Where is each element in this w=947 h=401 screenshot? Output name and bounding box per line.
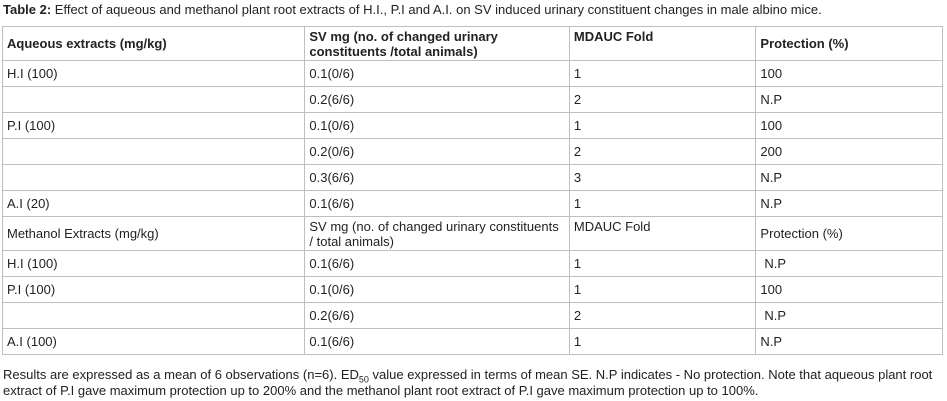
protection-cell: 100 xyxy=(755,60,943,87)
sv-cell: 0.3(6/6) xyxy=(304,164,570,191)
table-row: P.I (100) 0.1(0/6) 1 100 xyxy=(1,276,943,303)
protection-cell: 100 xyxy=(755,112,943,139)
protection-cell: N.P xyxy=(755,328,943,355)
methanol-header-sv: SV mg (no. of changed urinary constituen… xyxy=(304,216,570,251)
sv-cell: 0.1(0/6) xyxy=(304,60,570,87)
protection-cell: N.P xyxy=(755,86,943,113)
mdauc-cell: 2 xyxy=(568,86,757,113)
table-row: 0.2(0/6) 2 200 xyxy=(1,138,943,165)
sv-cell: 0.1(6/6) xyxy=(304,250,570,277)
mdauc-cell: 1 xyxy=(568,112,757,139)
aqueous-header-sv: SV mg (no. of changed urinary constituen… xyxy=(304,26,570,61)
mdauc-cell: 1 xyxy=(568,276,757,303)
results-table: Aqueous extracts (mg/kg) SV mg (no. of c… xyxy=(1,26,943,355)
table-row: 0.2(6/6) 2 N.P xyxy=(1,86,943,113)
caption-text: Effect of aqueous and methanol plant roo… xyxy=(51,2,822,17)
footnote-part1: Results are expressed as a mean of 6 obs… xyxy=(3,367,359,382)
methanol-header-row: Methanol Extracts (mg/kg) SV mg (no. of … xyxy=(1,216,943,251)
protection-cell: N.P xyxy=(755,190,943,217)
extract-cell: A.I (20) xyxy=(1,190,306,217)
table-row: P.I (100) 0.1(0/6) 1 100 xyxy=(1,112,943,139)
methanol-header-protection: Protection (%) xyxy=(755,216,943,251)
sv-cell: 0.1(0/6) xyxy=(304,112,570,139)
extract-cell xyxy=(1,138,306,165)
table-row: 0.3(6/6) 3 N.P xyxy=(1,164,943,191)
mdauc-cell: 1 xyxy=(568,328,757,355)
sv-cell: 0.1(6/6) xyxy=(304,190,570,217)
mdauc-cell: 1 xyxy=(568,250,757,277)
mdauc-cell: 1 xyxy=(568,190,757,217)
methanol-header-mdauc: MDAUC Fold xyxy=(568,216,757,251)
sv-cell: 0.1(6/6) xyxy=(304,328,570,355)
table-row: A.I (20) 0.1(6/6) 1 N.P xyxy=(1,190,943,217)
extract-cell: P.I (100) xyxy=(1,112,306,139)
mdauc-cell: 1 xyxy=(568,60,757,87)
extract-cell xyxy=(1,86,306,113)
table-row: A.I (100) 0.1(6/6) 1 N.P xyxy=(1,328,943,355)
extract-cell: P.I (100) xyxy=(1,276,306,303)
table-caption: Table 2: Effect of aqueous and methanol … xyxy=(3,2,943,18)
protection-cell: N.P xyxy=(755,302,943,329)
protection-cell: 100 xyxy=(755,276,943,303)
sv-cell: 0.2(0/6) xyxy=(304,138,570,165)
sv-cell: 0.2(6/6) xyxy=(304,86,570,113)
table-row: H.I (100) 0.1(0/6) 1 100 xyxy=(1,60,943,87)
methanol-header-extract: Methanol Extracts (mg/kg) xyxy=(1,216,306,251)
extract-cell xyxy=(1,164,306,191)
table-footnote: Results are expressed as a mean of 6 obs… xyxy=(3,367,943,399)
mdauc-cell: 3 xyxy=(568,164,757,191)
extract-cell: H.I (100) xyxy=(1,60,306,87)
footnote-subscript: 50 xyxy=(358,374,369,385)
extract-cell: A.I (100) xyxy=(1,328,306,355)
aqueous-header-row: Aqueous extracts (mg/kg) SV mg (no. of c… xyxy=(1,26,943,61)
table-row: 0.2(6/6) 2 N.P xyxy=(1,302,943,329)
extract-cell xyxy=(1,302,306,329)
aqueous-header-extract: Aqueous extracts (mg/kg) xyxy=(1,26,306,61)
mdauc-cell: 2 xyxy=(568,302,757,329)
protection-cell: 200 xyxy=(755,138,943,165)
protection-cell: N.P xyxy=(755,250,943,277)
sv-cell: 0.1(0/6) xyxy=(304,276,570,303)
extract-cell: H.I (100) xyxy=(1,250,306,277)
aqueous-header-protection: Protection (%) xyxy=(755,26,943,61)
aqueous-header-mdauc: MDAUC Fold xyxy=(568,26,757,61)
sv-cell: 0.2(6/6) xyxy=(304,302,570,329)
mdauc-cell: 2 xyxy=(568,138,757,165)
footnote-part2: value expressed in terms of mean SE. N.P… xyxy=(3,367,933,398)
protection-cell: N.P xyxy=(755,164,943,191)
table-row: H.I (100) 0.1(6/6) 1 N.P xyxy=(1,250,943,277)
caption-label: Table 2: xyxy=(3,2,52,17)
